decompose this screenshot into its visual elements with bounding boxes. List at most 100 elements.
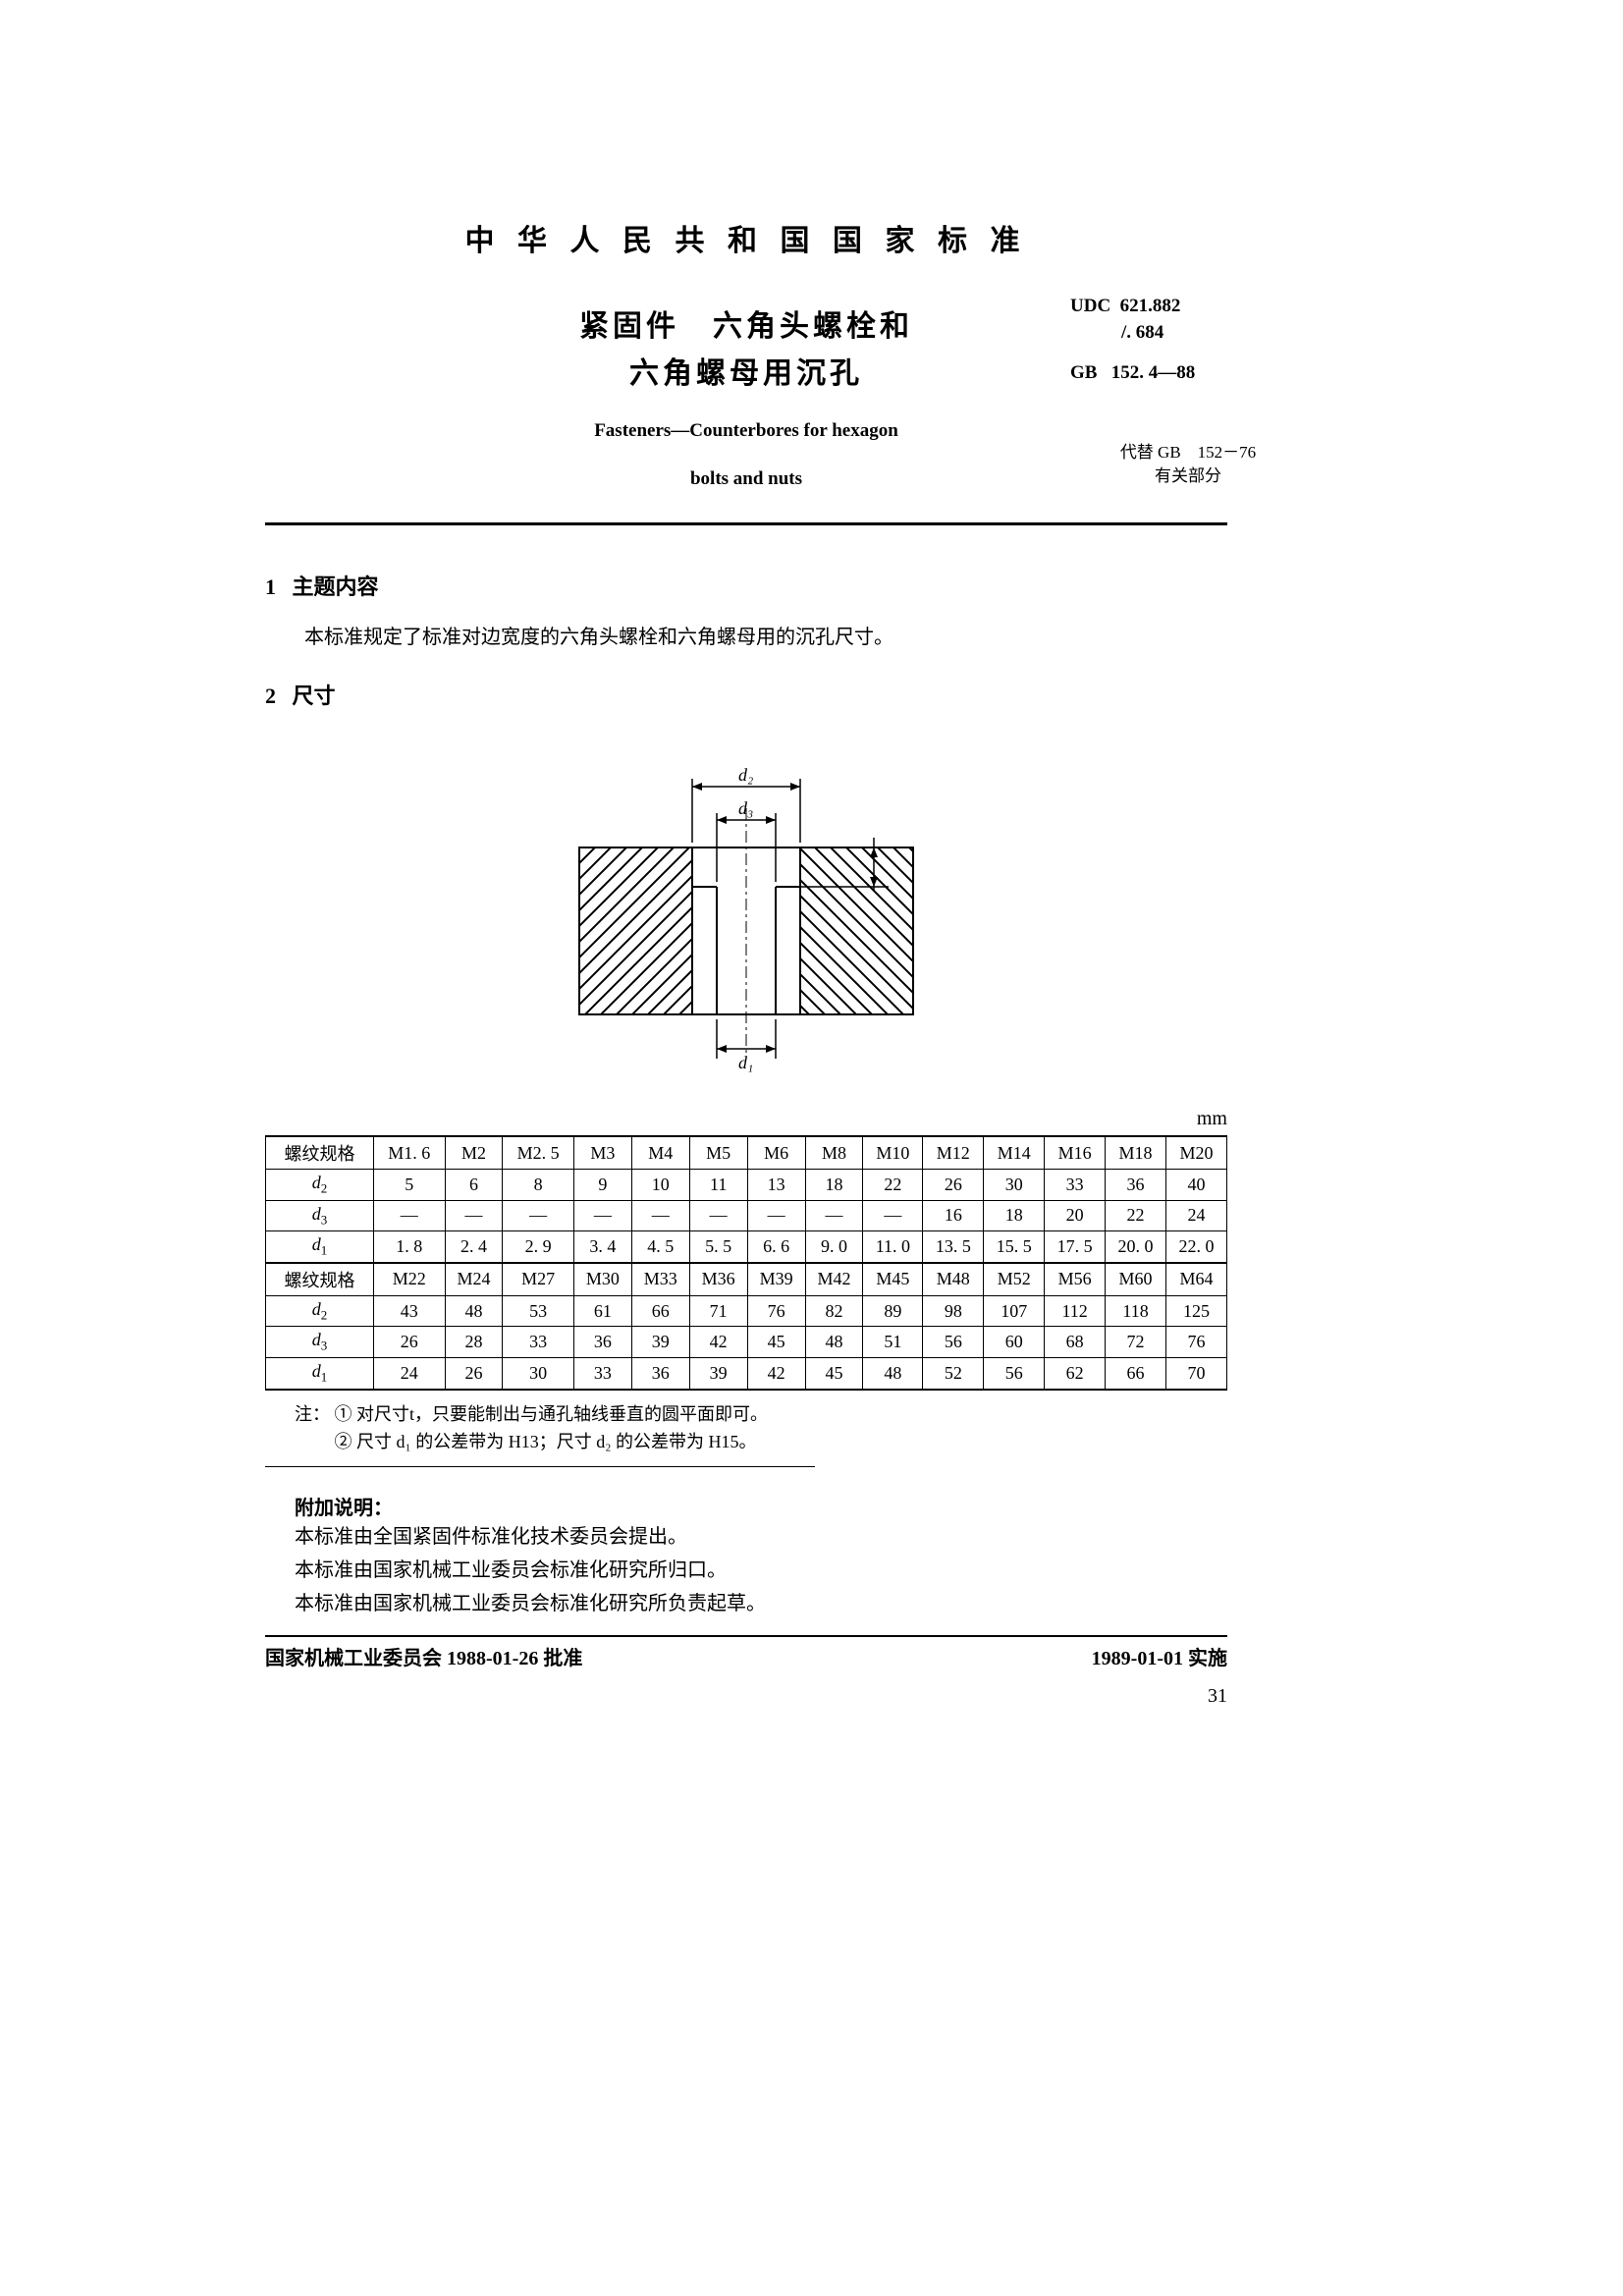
data-cell: — (445, 1200, 503, 1231)
dimensions-table: 螺纹规格M1. 6M2M2. 5M3M4M5M6M8M10M12M14M16M1… (265, 1135, 1227, 1391)
data-cell: M4 (631, 1136, 689, 1170)
data-cell: M64 (1165, 1263, 1226, 1296)
data-cell: 5 (374, 1170, 446, 1201)
data-cell: 71 (689, 1295, 747, 1327)
data-cell: 42 (747, 1357, 805, 1389)
data-cell: 8 (503, 1170, 574, 1201)
data-cell: 33 (573, 1357, 631, 1389)
data-cell: M60 (1106, 1263, 1166, 1296)
udc-value2: /. 684 (1070, 320, 1306, 347)
data-cell: 51 (863, 1327, 923, 1358)
data-cell: M18 (1106, 1136, 1166, 1170)
data-cell: — (747, 1200, 805, 1231)
diagram: d₂ d₃ d₁ (265, 730, 1227, 1088)
data-cell: M2. 5 (503, 1136, 574, 1170)
data-cell: 6 (445, 1170, 503, 1201)
data-cell: 11 (689, 1170, 747, 1201)
data-cell: 98 (923, 1295, 984, 1327)
data-cell: 26 (374, 1327, 446, 1358)
section-2-heading: 2 尺寸 (265, 679, 1227, 710)
data-cell: 26 (445, 1357, 503, 1389)
data-cell: — (503, 1200, 574, 1231)
rule-top (265, 522, 1227, 525)
data-cell: M42 (805, 1263, 863, 1296)
section-1-num: 1 (265, 574, 276, 599)
data-cell: 36 (1106, 1170, 1166, 1201)
data-cell: M33 (631, 1263, 689, 1296)
gb-line: GB 152. 4—88 (1070, 360, 1306, 387)
data-cell: 3. 4 (573, 1231, 631, 1263)
data-cell: 9 (573, 1170, 631, 1201)
appendix-line3: 本标准由国家机械工业委员会标准化研究所负责起草。 (295, 1587, 1227, 1620)
data-cell: 72 (1106, 1327, 1166, 1358)
data-cell: M8 (805, 1136, 863, 1170)
data-cell: 43 (374, 1295, 446, 1327)
data-cell: M24 (445, 1263, 503, 1296)
data-cell: 39 (689, 1357, 747, 1389)
data-cell: 68 (1045, 1327, 1106, 1358)
data-cell: 15. 5 (984, 1231, 1045, 1263)
data-cell: 11. 0 (863, 1231, 923, 1263)
data-cell: 48 (805, 1327, 863, 1358)
data-cell: 61 (573, 1295, 631, 1327)
data-cell: M12 (923, 1136, 984, 1170)
data-cell: M48 (923, 1263, 984, 1296)
data-cell: M16 (1045, 1136, 1106, 1170)
data-cell: M27 (503, 1263, 574, 1296)
footer-line: 国家机械工业委员会 1988-01-26 批准 1989-01-01 实施 (265, 1635, 1227, 1670)
data-cell: M20 (1165, 1136, 1226, 1170)
data-cell: — (573, 1200, 631, 1231)
data-cell: 17. 5 (1045, 1231, 1106, 1263)
data-cell: 26 (923, 1170, 984, 1201)
data-cell: 1. 8 (374, 1231, 446, 1263)
data-cell: 125 (1165, 1295, 1226, 1327)
section-1-body: 本标准规定了标准对边宽度的六角头螺栓和六角螺母用的沉孔尺寸。 (304, 621, 1227, 654)
data-cell: 18 (805, 1170, 863, 1201)
data-cell: 20. 0 (1106, 1231, 1166, 1263)
d3-label: d₃ (738, 798, 753, 818)
header-block: 紧固件 六角头螺栓和 六角螺母用沉孔 Fasteners—Counterbore… (265, 303, 1227, 493)
counterbore-diagram-svg: d₂ d₃ d₁ (540, 730, 952, 1083)
row-label: d1 (266, 1357, 374, 1389)
data-cell: 112 (1045, 1295, 1106, 1327)
appendix-line2: 本标准由国家机械工业委员会标准化研究所归口。 (295, 1554, 1227, 1587)
page-number: 31 (265, 1685, 1227, 1708)
section-1-heading: 1 主题内容 (265, 570, 1227, 601)
data-cell: 22 (863, 1170, 923, 1201)
data-cell: 20 (1045, 1200, 1106, 1231)
row-label: d2 (266, 1295, 374, 1327)
data-cell: M2 (445, 1136, 503, 1170)
data-cell: 60 (984, 1327, 1045, 1358)
notes-prefix: 注： (295, 1404, 330, 1424)
data-cell: 82 (805, 1295, 863, 1327)
data-cell: — (863, 1200, 923, 1231)
row-label: d3 (266, 1200, 374, 1231)
data-cell: 66 (1106, 1357, 1166, 1389)
code-block: UDC 621.882 /. 684 GB 152. 4—88 代替 GB 15… (1070, 294, 1306, 487)
d1-label: d₁ (738, 1053, 753, 1072)
data-cell: 13. 5 (923, 1231, 984, 1263)
approve-text: 国家机械工业委员会 1988-01-26 批准 (265, 1642, 582, 1670)
data-cell: 22 (1106, 1200, 1166, 1231)
section-2-num: 2 (265, 683, 276, 708)
data-cell: 53 (503, 1295, 574, 1327)
data-cell: M39 (747, 1263, 805, 1296)
data-cell: 30 (984, 1170, 1045, 1201)
appendix-title: 附加说明： (295, 1492, 1227, 1520)
data-cell: 89 (863, 1295, 923, 1327)
data-cell: 5. 5 (689, 1231, 747, 1263)
data-cell: 56 (923, 1327, 984, 1358)
data-cell: 45 (747, 1327, 805, 1358)
data-cell: M3 (573, 1136, 631, 1170)
row-label: d3 (266, 1327, 374, 1358)
data-cell: 24 (1165, 1200, 1226, 1231)
data-cell: 76 (747, 1295, 805, 1327)
data-cell: 107 (984, 1295, 1045, 1327)
data-cell: 36 (631, 1357, 689, 1389)
row-label: 螺纹规格 (266, 1136, 374, 1170)
data-cell: 40 (1165, 1170, 1226, 1201)
data-cell: M56 (1045, 1263, 1106, 1296)
data-cell: M36 (689, 1263, 747, 1296)
data-cell: M14 (984, 1136, 1045, 1170)
data-cell: 45 (805, 1357, 863, 1389)
